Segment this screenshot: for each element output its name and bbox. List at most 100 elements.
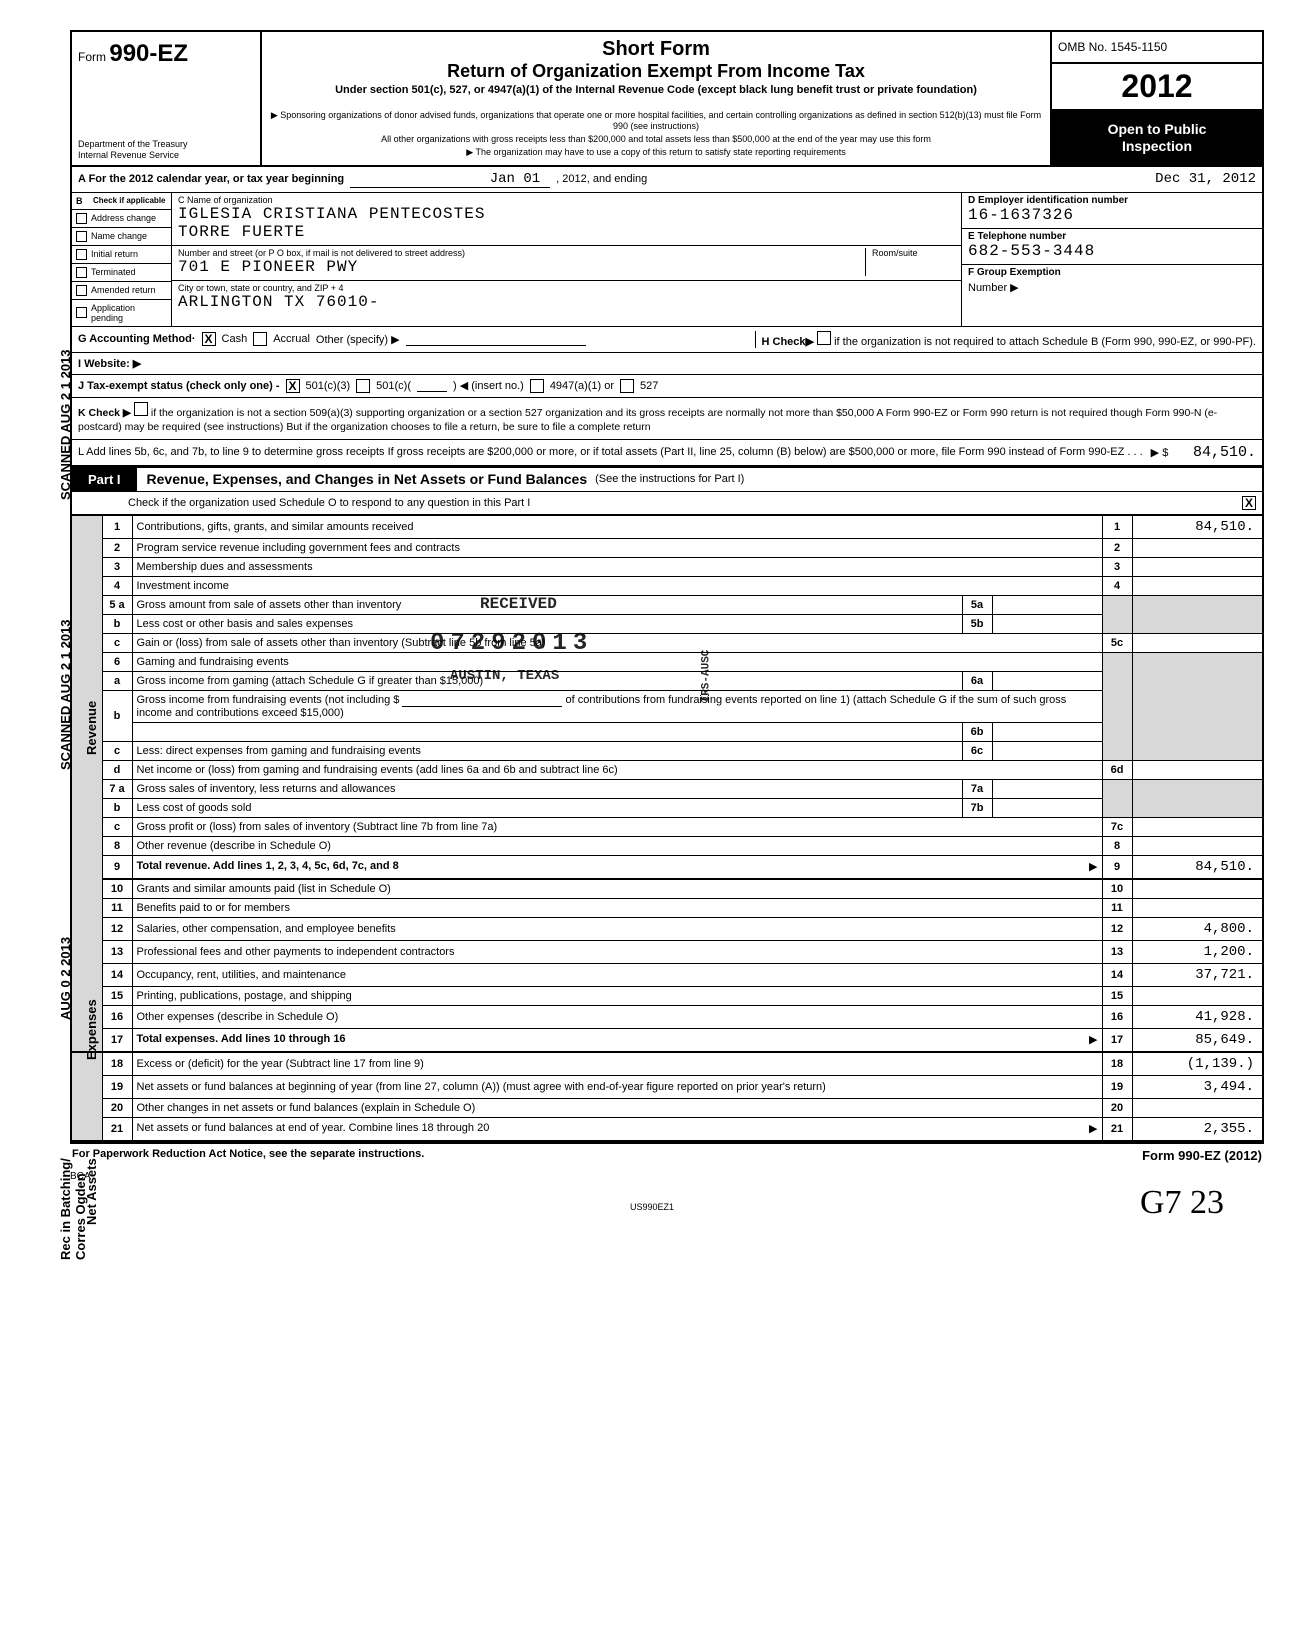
chk-terminated[interactable] [76,267,87,278]
part1-note: (See the instructions for Part I) [587,473,744,485]
row-l: L Add lines 5b, 6c, and 7b, to line 9 to… [72,440,1262,466]
line-19: 19Net assets or fund balances at beginni… [72,1075,1262,1098]
footer-code: US990EZ1 [40,1202,1264,1212]
lbl-501c3: 501(c)(3) [306,380,351,392]
line-7b: bLess cost of goods sold7b [72,798,1262,817]
chk-k[interactable] [134,402,148,416]
form-number: Form 990-EZ [78,40,254,68]
line-7c: cGross profit or (loss) from sales of in… [72,817,1262,836]
chk-sched-o[interactable]: X [1242,496,1256,510]
page-footer: For Paperwork Reduction Act Notice, see … [70,1144,1264,1167]
l-amount: 84,510. [1193,444,1256,461]
telephone: 682-553-3448 [968,242,1256,260]
lbl-amended: Amended return [91,285,156,295]
title-short-form: Short Form [270,38,1042,61]
l-text: L Add lines 5b, 6c, and 7b, to line 9 to… [78,446,1143,458]
lbl-initial-return: Initial return [91,249,138,259]
line-13: 13Professional fees and other payments t… [72,940,1262,963]
chk-501c3[interactable]: X [286,379,300,393]
form-990ez: Form 990-EZ Department of the Treasury I… [70,30,1264,1144]
chk-name-change[interactable] [76,231,87,242]
sched-o-row: Check if the organization used Schedule … [72,492,1262,515]
chk-527[interactable] [620,379,634,393]
ein: 16-1637326 [968,206,1256,224]
line-16: 16Other expenses (describe in Schedule O… [72,1005,1262,1028]
g-label: G Accounting Method· [78,333,196,345]
part1-table: 1Contributions, gifts, grants, and simil… [72,515,1262,1142]
side-expenses: Expenses [84,999,99,1060]
k-text: if the organization is not a section 509… [78,407,1217,434]
chk-h[interactable] [817,331,831,345]
lbl-terminated: Terminated [91,267,136,277]
line-5a: 5 aGross amount from sale of assets othe… [72,595,1262,614]
h-label: H Check▶ [762,336,814,348]
scanned-stamp-2: SCANNED AUG 2 1 2013 [58,619,73,770]
period-begin: Jan 01 [350,171,550,188]
tax-year: 2012 [1052,64,1262,111]
fine-print-2: All other organizations with gross recei… [270,134,1042,145]
row-a: A For the 2012 calendar year, or tax yea… [72,167,1262,193]
line-3: 3Membership dues and assessments3 [72,557,1262,576]
line-6a: aGross income from gaming (attach Schedu… [72,671,1262,690]
line-4: 4Investment income4 [72,576,1262,595]
h-text: if the organization is not required to a… [834,336,1256,348]
l-arrow: ▶ $ [1151,446,1169,459]
line-12: 12Salaries, other compensation, and empl… [72,917,1262,940]
addr-label: Number and street (or P O box, if mail i… [178,248,865,258]
lbl-app-pending: Application pending [91,303,167,323]
chk-accrual[interactable] [253,332,267,346]
form-no-value: 990-EZ [109,40,188,67]
omb-number: OMB No. 1545-1150 [1052,32,1262,64]
lbl-501c-b: ) ◀ (insert no.) [453,379,524,392]
i-label: I Website: ▶ [78,357,141,370]
line-17: 17Total expenses. Add lines 10 through 1… [72,1028,1262,1052]
col-de: D Employer identification number 16-1637… [962,193,1262,326]
f-label2: Number ▶ [968,282,1019,294]
lbl-501c: 501(c)( [376,380,411,392]
row-gh: G Accounting Method· X Cash Accrual Othe… [72,327,1262,353]
form-prefix: Form [78,50,106,64]
subtitle: Under section 501(c), 527, or 4947(a)(1)… [270,84,1042,96]
line-21: 21Net assets or fund balances at end of … [72,1117,1262,1141]
period-end: Dec 31, 2012 [1155,171,1256,187]
line-10: 10Grants and similar amounts paid (list … [72,879,1262,899]
chk-initial-return[interactable] [76,249,87,260]
chk-cash[interactable]: X [202,332,216,346]
chk-501c[interactable] [356,379,370,393]
line-9: 9Total revenue. Add lines 1, 2, 3, 4, 5c… [72,855,1262,879]
identity-block: B Check if applicable Address change Nam… [72,193,1262,327]
title-return: Return of Organization Exempt From Incom… [270,61,1042,82]
side-netassets: Net Assets [84,1158,99,1225]
org-city: ARLINGTON TX 76010- [178,293,955,311]
e-label: E Telephone number [968,231,1256,242]
chk-app-pending[interactable] [76,307,87,318]
chk-amended[interactable] [76,285,87,296]
chk-4947[interactable] [530,379,544,393]
line-5c: cGain or (loss) from sale of assets othe… [72,633,1262,652]
row-j: J Tax-exempt status (check only one) - X… [72,375,1262,398]
footer-right: Form 990-EZ (2012) [1142,1148,1262,1163]
line-6b2: 6b [72,722,1262,741]
fine-print-1: ▶ Sponsoring organizations of donor advi… [270,110,1042,133]
line-1: 1Contributions, gifts, grants, and simil… [72,515,1262,538]
f-label: F Group Exemption [968,267,1256,278]
j-label: J Tax-exempt status (check only one) - [78,380,280,392]
lbl-address-change: Address change [91,213,156,223]
side-revenue: Revenue [84,701,99,755]
aug-stamp: AUG 0 2 2013 [58,937,73,1020]
part1-tab: Part I [72,468,137,491]
b-checkif: Check if applicable [93,196,165,205]
signature: G7 23 [1140,1184,1224,1222]
fine-print-3: ▶ The organization may have to use a cop… [270,147,1042,158]
col-c: C Name of organization IGLESIA CRISTIANA… [172,193,962,326]
b-letter: B [76,196,83,206]
chk-address-change[interactable] [76,213,87,224]
line-6: 6Gaming and fundraising events [72,652,1262,671]
line-7a: 7 aGross sales of inventory, less return… [72,779,1262,798]
open-public-1: Open to Public [1056,121,1258,138]
line-11: 11Benefits paid to or for members11 [72,898,1262,917]
lbl-accrual: Accrual [273,333,310,345]
footer-left: For Paperwork Reduction Act Notice, see … [72,1148,424,1163]
row-i: I Website: ▶ [72,353,1262,375]
scanned-stamp-1: SCANNED AUG 2 1 2013 [58,349,73,500]
